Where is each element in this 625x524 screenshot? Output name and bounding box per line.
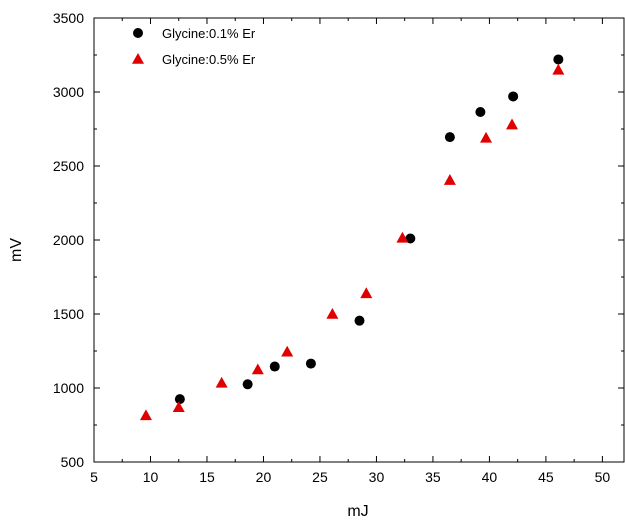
y-tick-label: 3500 <box>53 10 84 26</box>
x-axis: 5 10 15 20 25 30 35 40 45 50 <box>90 18 610 485</box>
plot-area <box>93 17 625 463</box>
x-tick-label: 50 <box>595 469 611 485</box>
triangle-point <box>360 287 373 299</box>
circle-point <box>508 91 519 102</box>
x-axis-title: mJ <box>347 503 368 520</box>
legend-label: Glycine:0.5% Er <box>162 52 256 67</box>
y-tick-label: 1500 <box>53 306 84 322</box>
legend-marker <box>133 28 143 38</box>
triangle-point <box>480 131 493 143</box>
x-tick-label: 45 <box>538 469 554 485</box>
circle-point <box>444 132 455 143</box>
x-tick-label: 30 <box>369 469 385 485</box>
y-tick-label: 500 <box>61 454 85 470</box>
triangle-point <box>172 401 185 413</box>
x-tick-label: 40 <box>482 469 498 485</box>
circle-point <box>405 233 416 244</box>
y-tick-label: 2500 <box>53 158 84 174</box>
triangle-point <box>443 174 456 185</box>
circle-point <box>475 106 486 117</box>
triangle-point <box>326 308 339 319</box>
triangle-point <box>139 409 152 421</box>
x-tick-label: 35 <box>425 469 441 485</box>
x-tick-label: 20 <box>256 469 272 485</box>
triangle-point <box>281 345 294 357</box>
legend-label: Glycine:0.1% Er <box>162 26 256 41</box>
circle-point <box>269 361 280 372</box>
data-points <box>139 54 565 421</box>
x-tick-label: 25 <box>312 469 328 485</box>
y-tick-label: 3000 <box>53 84 84 100</box>
circle-point <box>305 358 316 369</box>
plot-border <box>93 17 625 463</box>
series-2 <box>139 63 565 421</box>
circle-point <box>553 54 564 65</box>
triangle-point <box>552 63 565 75</box>
y-tick-label: 1000 <box>53 380 84 396</box>
x-tick-label: 15 <box>199 469 215 485</box>
triangle-point <box>251 363 264 375</box>
circle-point <box>354 315 365 326</box>
legend-marker <box>132 53 144 64</box>
y-tick-label: 2000 <box>53 232 84 248</box>
circle-point <box>242 379 253 390</box>
triangle-point <box>396 231 409 243</box>
y-axis-title: mV <box>8 238 25 262</box>
series-1 <box>174 54 564 405</box>
y-axis: 500 1000 1500 2000 2500 3000 3500 <box>53 10 624 470</box>
circle-point <box>174 394 185 405</box>
triangle-point <box>506 118 519 130</box>
triangle-point <box>215 376 228 388</box>
x-tick-label: 5 <box>90 469 98 485</box>
legend: Glycine:0.1% Er Glycine:0.5% Er <box>132 26 256 67</box>
x-tick-label: 10 <box>143 469 159 485</box>
